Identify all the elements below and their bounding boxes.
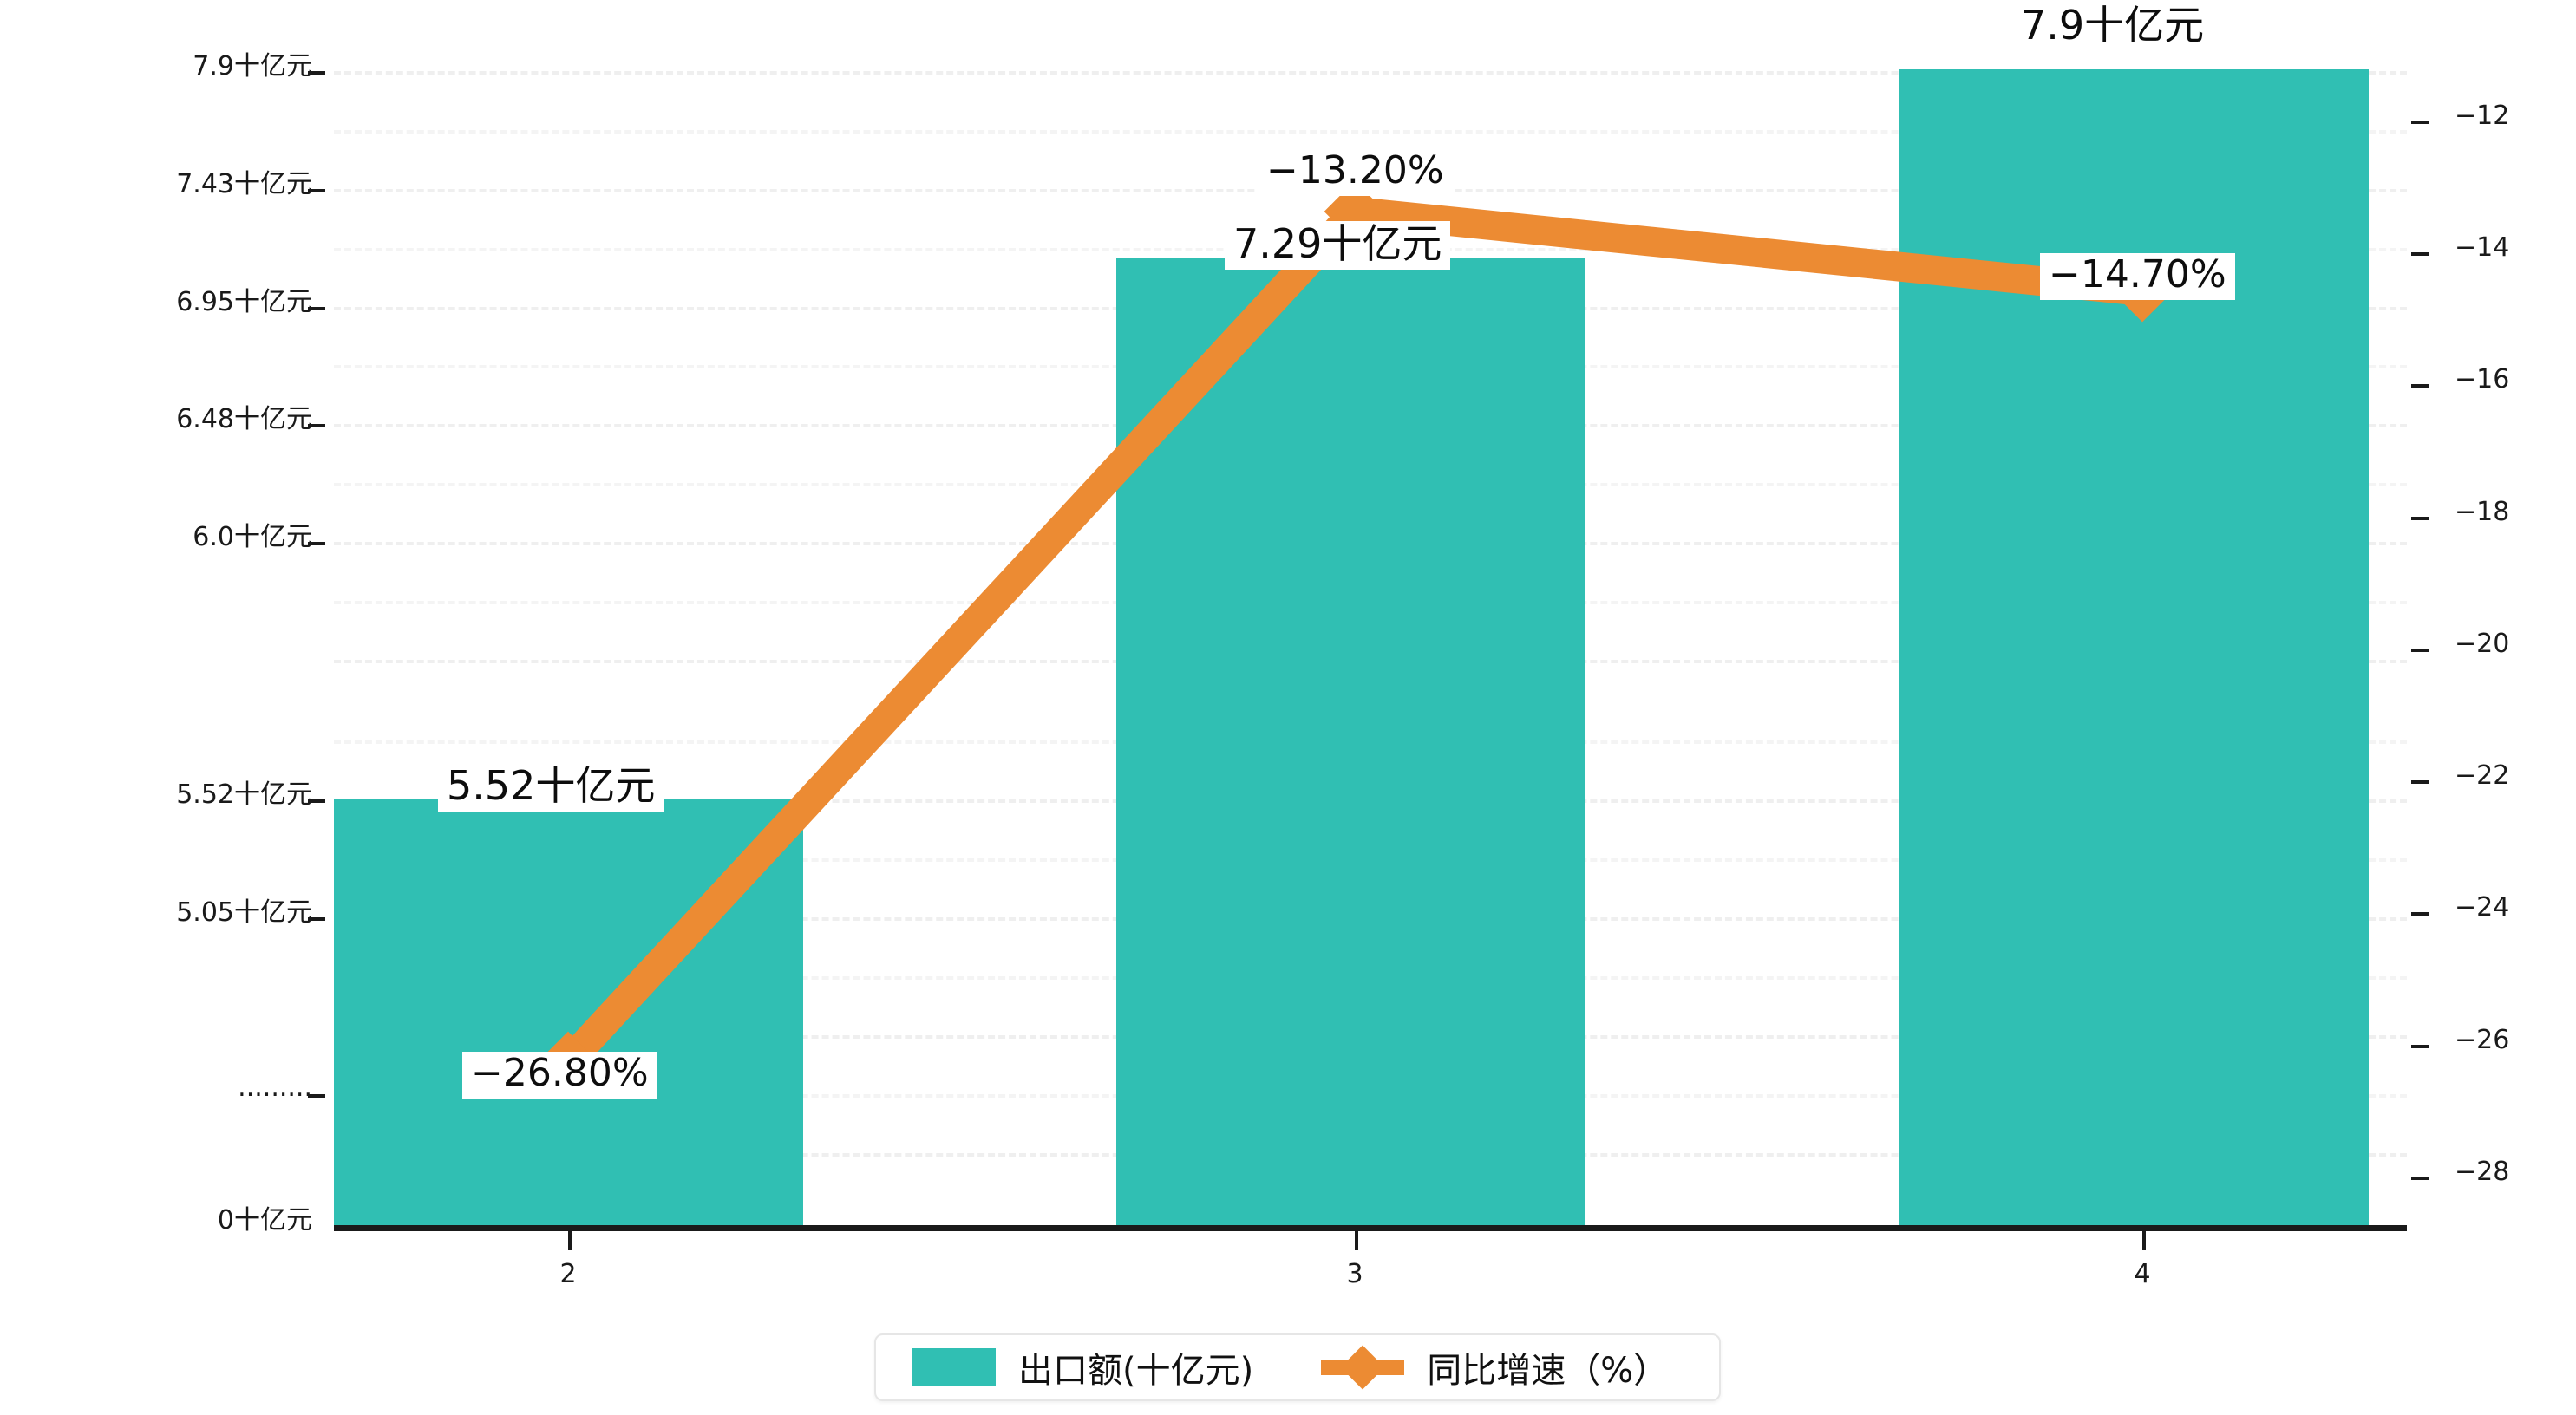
right-tickmark-5	[2411, 780, 2429, 784]
right-tick-label-5: −22	[2455, 760, 2510, 791]
right-tickmark-0	[2411, 121, 2429, 124]
left-tick-label-3: 6.48十亿元	[176, 404, 312, 434]
growth-value-label-2: −14.70%	[2040, 253, 2235, 301]
left-tickmark-0	[308, 71, 325, 75]
left-tickmark-4	[308, 542, 325, 545]
right-tick-label-2: −16	[2455, 364, 2510, 395]
left-tick-label-1: 7.43十亿元	[176, 169, 312, 199]
x-tickmark-0	[568, 1231, 572, 1250]
growth-value-label-1: −13.20%	[1258, 149, 1453, 197]
bar-category-2[interactable]	[334, 799, 803, 1227]
bar-value-label-1: 7.29十亿元	[1225, 221, 1451, 271]
left-tick-label-5: 5.52十亿元	[176, 779, 312, 810]
right-tickmark-7	[2411, 1045, 2429, 1048]
right-tick-label-0: −12	[2455, 101, 2510, 131]
left-tick-label-4: 6.0十亿元	[193, 522, 312, 552]
bar-value-label-2: 7.9十亿元	[2012, 3, 2213, 52]
bar-value-label-0: 5.52十亿元	[438, 763, 664, 812]
left-tickmark-3	[308, 424, 325, 427]
x-axis-line	[334, 1225, 2407, 1231]
x-tick-label-0: 2	[559, 1259, 577, 1289]
right-tickmark-6	[2411, 912, 2429, 916]
gridline-minor-0	[334, 130, 2407, 134]
left-tick-label-8: 0十亿元	[217, 1205, 312, 1236]
x-tickmark-2	[2142, 1231, 2146, 1250]
right-tickmark-2	[2411, 384, 2429, 388]
x-tickmark-1	[1355, 1231, 1358, 1250]
left-tickmark-1	[308, 189, 325, 192]
bar-category-3[interactable]	[1116, 258, 1585, 1227]
left-tickmark-7	[308, 1094, 325, 1098]
left-tickmark-2	[308, 307, 325, 310]
right-tick-label-8: −28	[2455, 1157, 2510, 1187]
x-tick-label-2: 4	[2134, 1259, 2151, 1289]
right-tick-label-4: −20	[2455, 629, 2510, 659]
line-diamond-swatch-icon	[1321, 1345, 1405, 1390]
growth-value-label-0: −26.80%	[462, 1052, 657, 1099]
right-tickmark-4	[2411, 649, 2429, 652]
legend-label-growth-rate: 同比增速（%）	[1427, 1351, 1669, 1391]
gridline-major-0	[334, 71, 2407, 75]
bar-swatch-icon	[912, 1348, 996, 1386]
x-tick-label-1: 3	[1346, 1259, 1363, 1289]
right-tick-label-3: −18	[2455, 497, 2510, 527]
legend-item-growth-rate[interactable]: 同比增速（%）	[1321, 1342, 1668, 1392]
bar-category-4[interactable]	[1899, 69, 2369, 1227]
right-tick-label-7: −26	[2455, 1025, 2510, 1055]
right-tick-label-1: −14	[2455, 232, 2510, 263]
left-tick-label-6: 5.05十亿元	[176, 897, 312, 928]
left-tickmark-5	[308, 799, 325, 803]
right-tickmark-3	[2411, 517, 2429, 520]
left-tick-label-0: 7.9十亿元	[193, 51, 312, 82]
right-tickmark-1	[2411, 252, 2429, 256]
left-tickmark-6	[308, 917, 325, 921]
right-tick-label-6: −24	[2455, 892, 2510, 923]
right-tickmark-8	[2411, 1177, 2429, 1180]
left-tick-label-7: .........	[238, 1073, 312, 1103]
legend-item-export-value[interactable]: 出口额(十亿元)	[912, 1342, 1253, 1392]
legend: 出口额(十亿元) 同比增速（%）	[874, 1333, 1721, 1401]
left-tick-label-2: 6.95十亿元	[176, 287, 312, 317]
legend-label-export-value: 出口额(十亿元)	[1018, 1351, 1254, 1391]
